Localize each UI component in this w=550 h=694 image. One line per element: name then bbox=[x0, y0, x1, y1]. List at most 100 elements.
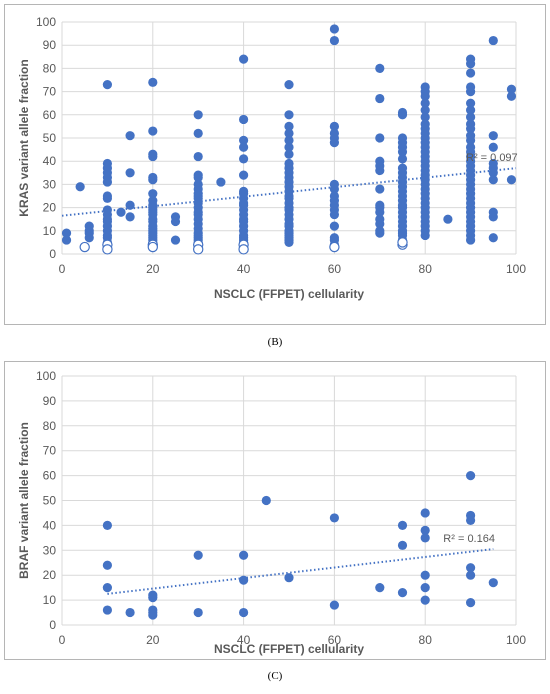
data-point bbox=[329, 209, 339, 220]
data-point bbox=[466, 105, 476, 115]
y-tick-label: 50 bbox=[43, 131, 57, 145]
data-point bbox=[239, 54, 249, 64]
data-point bbox=[148, 175, 158, 185]
data-point-hollow bbox=[102, 244, 113, 255]
data-point bbox=[148, 77, 158, 87]
y-tick-label: 40 bbox=[43, 154, 57, 168]
data-point bbox=[148, 593, 158, 603]
data-point bbox=[466, 87, 476, 97]
y-tick-label: 80 bbox=[43, 61, 57, 75]
data-point bbox=[466, 98, 476, 108]
figure-panel-b: 0 10 20 30 40 50 60 70 80 90 100 0 20 40 60 80 100 R² = … bbox=[4, 4, 546, 348]
data-point bbox=[116, 207, 126, 217]
data-point-hollow bbox=[397, 237, 408, 248]
data-point bbox=[102, 80, 112, 90]
data-point bbox=[102, 177, 112, 187]
x-tick-label: 100 bbox=[506, 262, 526, 276]
data-point bbox=[488, 131, 498, 141]
data-point bbox=[284, 237, 294, 247]
data-point bbox=[420, 533, 430, 543]
data-point bbox=[102, 520, 112, 530]
panel-caption: (C) bbox=[268, 670, 283, 682]
data-point bbox=[239, 170, 249, 180]
data-point bbox=[193, 128, 203, 138]
data-point bbox=[420, 508, 430, 518]
data-point bbox=[125, 131, 135, 141]
data-point bbox=[170, 216, 181, 227]
data-point bbox=[125, 607, 135, 618]
data-point bbox=[239, 575, 249, 585]
data-point bbox=[284, 80, 294, 90]
data-point bbox=[239, 154, 249, 164]
data-point bbox=[193, 172, 203, 183]
data-point bbox=[329, 121, 339, 131]
data-point bbox=[75, 182, 85, 192]
data-point bbox=[420, 98, 430, 108]
data-point bbox=[148, 189, 158, 199]
y-tick-label: 90 bbox=[43, 394, 57, 408]
data-point bbox=[239, 550, 249, 560]
data-point bbox=[148, 126, 158, 136]
data-point bbox=[466, 135, 476, 145]
data-point bbox=[466, 515, 476, 526]
data-point bbox=[375, 63, 385, 73]
data-point bbox=[261, 495, 271, 506]
r-squared-label: R² = 0.097 bbox=[466, 152, 518, 164]
y-tick-label: 100 bbox=[36, 15, 56, 29]
data-point bbox=[488, 168, 498, 178]
x-tick-label: 40 bbox=[237, 633, 251, 647]
chart-frame bbox=[4, 361, 546, 660]
x-tick-label: 100 bbox=[506, 633, 526, 647]
y-tick-label: 40 bbox=[43, 518, 57, 532]
data-point bbox=[488, 578, 498, 588]
data-point bbox=[61, 235, 72, 245]
y-tick-label: 0 bbox=[49, 618, 56, 632]
data-point bbox=[420, 105, 430, 115]
data-point bbox=[375, 165, 385, 176]
y-tick-label: 70 bbox=[43, 85, 57, 99]
x-tick-label: 20 bbox=[146, 633, 160, 647]
data-point bbox=[420, 595, 430, 605]
y-tick-label: 20 bbox=[43, 201, 57, 215]
y-tick-label: 60 bbox=[43, 469, 57, 483]
data-point bbox=[488, 175, 498, 185]
x-tick-label: 0 bbox=[59, 262, 66, 276]
y-axis-title: BRAF variant allele fraction bbox=[17, 422, 31, 579]
data-point-hollow bbox=[329, 241, 340, 253]
data-point bbox=[397, 147, 408, 157]
x-axis-title: NSCLC (FFPET) cellularity bbox=[214, 287, 364, 301]
data-point bbox=[284, 128, 294, 138]
data-point bbox=[466, 124, 476, 134]
y-tick-label: 20 bbox=[43, 568, 57, 582]
data-point bbox=[466, 597, 476, 608]
data-point bbox=[443, 214, 453, 224]
data-point bbox=[239, 135, 249, 145]
x-axis-title: NSCLC (FFPET) cellularity bbox=[214, 642, 364, 656]
data-point bbox=[193, 110, 203, 120]
data-point bbox=[375, 133, 385, 143]
data-point bbox=[420, 112, 430, 122]
x-tick-label: 60 bbox=[328, 633, 342, 647]
x-tick-label: 60 bbox=[328, 262, 342, 276]
data-point bbox=[102, 605, 112, 615]
data-point bbox=[397, 520, 408, 530]
data-point bbox=[102, 560, 112, 570]
data-point bbox=[284, 142, 294, 152]
data-point bbox=[397, 110, 408, 120]
data-point bbox=[329, 24, 339, 34]
data-point bbox=[170, 235, 181, 245]
x-tick-label: 80 bbox=[419, 633, 433, 647]
data-point bbox=[239, 142, 249, 152]
data-point bbox=[420, 570, 430, 580]
figure-panel-c: 0 10 20 30 40 50 60 70 80 90 100 0 20 40 60 80 100 R² = … bbox=[0, 355, 550, 689]
data-point bbox=[329, 600, 339, 610]
data-point bbox=[329, 35, 339, 46]
chart-frame bbox=[4, 4, 546, 325]
data-point bbox=[488, 35, 498, 46]
r-squared-label: R² = 0.164 bbox=[443, 533, 495, 545]
y-tick-label: 90 bbox=[43, 38, 57, 52]
data-point bbox=[375, 219, 385, 229]
y-tick-label: 60 bbox=[43, 108, 57, 122]
data-point bbox=[125, 200, 135, 210]
data-point bbox=[466, 59, 476, 69]
